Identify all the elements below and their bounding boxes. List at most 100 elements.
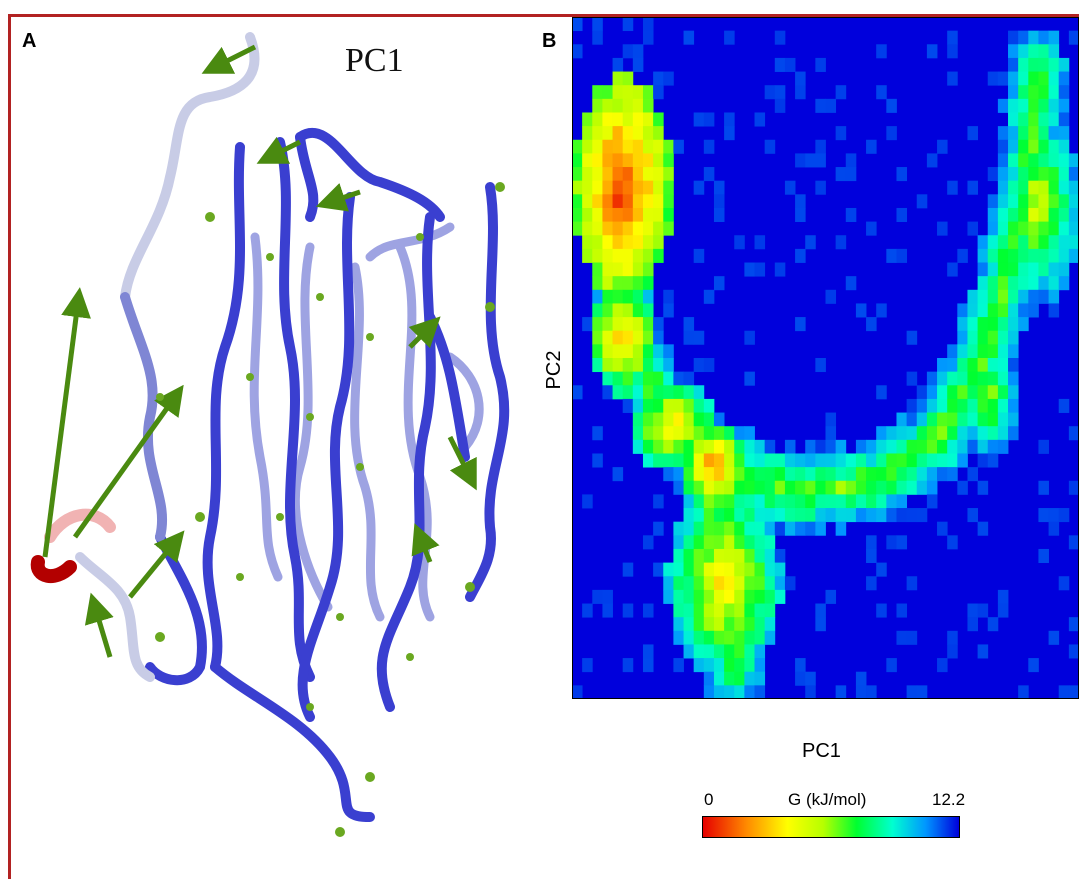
heatmap-cell	[1038, 235, 1049, 250]
heatmap-cell	[693, 603, 705, 618]
heatmap-cell	[987, 439, 999, 454]
heatmap-cell	[805, 453, 816, 468]
heatmap-cell	[1048, 248, 1060, 263]
heatmap-cell	[612, 221, 624, 236]
heatmap-cell	[703, 439, 715, 454]
heatmap-cell	[1058, 262, 1070, 277]
heatmap-cell	[602, 248, 613, 263]
heatmap-cell	[906, 467, 918, 482]
dot	[365, 772, 375, 782]
heatmap-cell	[683, 480, 695, 495]
heatmap-cell	[663, 453, 674, 468]
heatmap-cell	[774, 548, 786, 563]
heatmap-cell	[622, 303, 634, 318]
heatmap-cell	[1028, 112, 1039, 127]
heatmap-cell	[713, 194, 725, 209]
heatmap-cell	[906, 576, 918, 591]
heatmap-cell	[1008, 248, 1019, 263]
heatmap-cell	[795, 453, 806, 468]
heatmap-cell	[572, 207, 583, 222]
heatmap-cell	[734, 658, 745, 673]
heatmap-cell	[724, 685, 735, 699]
heatmap-cell	[572, 685, 583, 699]
heatmap-cell	[957, 371, 968, 386]
heatmap-cell	[582, 658, 593, 673]
heatmap-cell	[632, 57, 644, 72]
heatmap-cell	[825, 439, 837, 454]
heatmap-cell	[612, 358, 624, 373]
ribbon-mid-segment	[120, 292, 168, 542]
heatmap-cell	[825, 426, 837, 441]
heatmap-cell	[703, 589, 715, 604]
heatmap-cell	[713, 535, 725, 550]
heatmap-cell	[673, 371, 684, 386]
heatmap-cell	[724, 535, 735, 550]
heatmap-cell	[916, 385, 928, 400]
heatmap-cell	[632, 262, 644, 277]
heatmap-cell	[642, 262, 654, 277]
highlight-loop-pink	[44, 508, 116, 543]
heatmap-cell	[926, 385, 938, 400]
heatmap-cell	[926, 44, 938, 59]
heatmap-cell	[764, 630, 776, 645]
heatmap-cell	[693, 630, 705, 645]
heatmap-cell	[967, 180, 978, 195]
heatmap-cell	[683, 630, 695, 645]
heatmap-cell	[866, 317, 877, 332]
heatmap-cell	[764, 617, 776, 632]
heatmap-cell	[1038, 194, 1049, 209]
heatmap-cell	[1068, 644, 1079, 659]
heatmap-cell	[876, 85, 887, 100]
heatmap-cell	[663, 562, 674, 577]
heatmap-cell	[937, 658, 948, 673]
heatmap-cell	[815, 467, 826, 482]
heatmap-cell	[602, 603, 613, 618]
heatmap-cell	[774, 521, 786, 536]
heatmap-cell	[653, 180, 664, 195]
heatmap-cell	[653, 398, 664, 413]
heatmap-cell	[1048, 167, 1060, 182]
front-strand-2	[275, 137, 315, 682]
heatmap-cell	[572, 17, 583, 32]
heatmap-cell	[947, 71, 958, 86]
heatmap-cell	[683, 576, 695, 591]
heatmap-cell	[1018, 289, 1029, 304]
heatmap-cell	[1018, 30, 1029, 45]
heatmap-cell	[1068, 153, 1079, 168]
heatmap-cell	[663, 303, 674, 318]
heatmap-cell	[663, 153, 674, 168]
heatmap-cell	[653, 330, 664, 345]
heatmap-cell	[926, 153, 938, 168]
heatmap-cell	[977, 644, 989, 659]
heatmap-cell	[1038, 167, 1049, 182]
back-strand-5	[365, 222, 455, 262]
heatmap-cell	[997, 330, 1009, 345]
heatmap-cell	[754, 671, 766, 686]
heatmap-cell	[653, 494, 664, 509]
heatmap-cell	[612, 153, 624, 168]
heatmap-cell	[683, 330, 695, 345]
heatmap-cell	[926, 412, 938, 427]
heatmap-cell	[967, 467, 978, 482]
heatmap-cell	[642, 385, 654, 400]
heatmap-cell	[866, 480, 877, 495]
dot	[485, 302, 495, 312]
heatmap-cell	[805, 671, 816, 686]
heatmap-cell	[754, 562, 766, 577]
heatmap-cell	[683, 30, 695, 45]
heatmap-cell	[957, 480, 968, 495]
arrow-large-2	[72, 384, 184, 539]
heatmap-cell	[602, 98, 613, 113]
heatmap-cell	[683, 426, 695, 441]
small-motion-dots	[155, 182, 505, 837]
heatmap-cell	[744, 330, 755, 345]
heatmap-cell	[784, 439, 796, 454]
heatmap-cell	[926, 426, 938, 441]
heatmap-cell	[592, 17, 603, 32]
heatmap-cell	[582, 603, 593, 618]
heatmap-cell	[703, 521, 715, 536]
heatmap-cell	[1008, 207, 1019, 222]
heatmap-cell	[967, 439, 978, 454]
heatmap-cell	[784, 521, 796, 536]
heatmap-cell	[886, 126, 897, 141]
